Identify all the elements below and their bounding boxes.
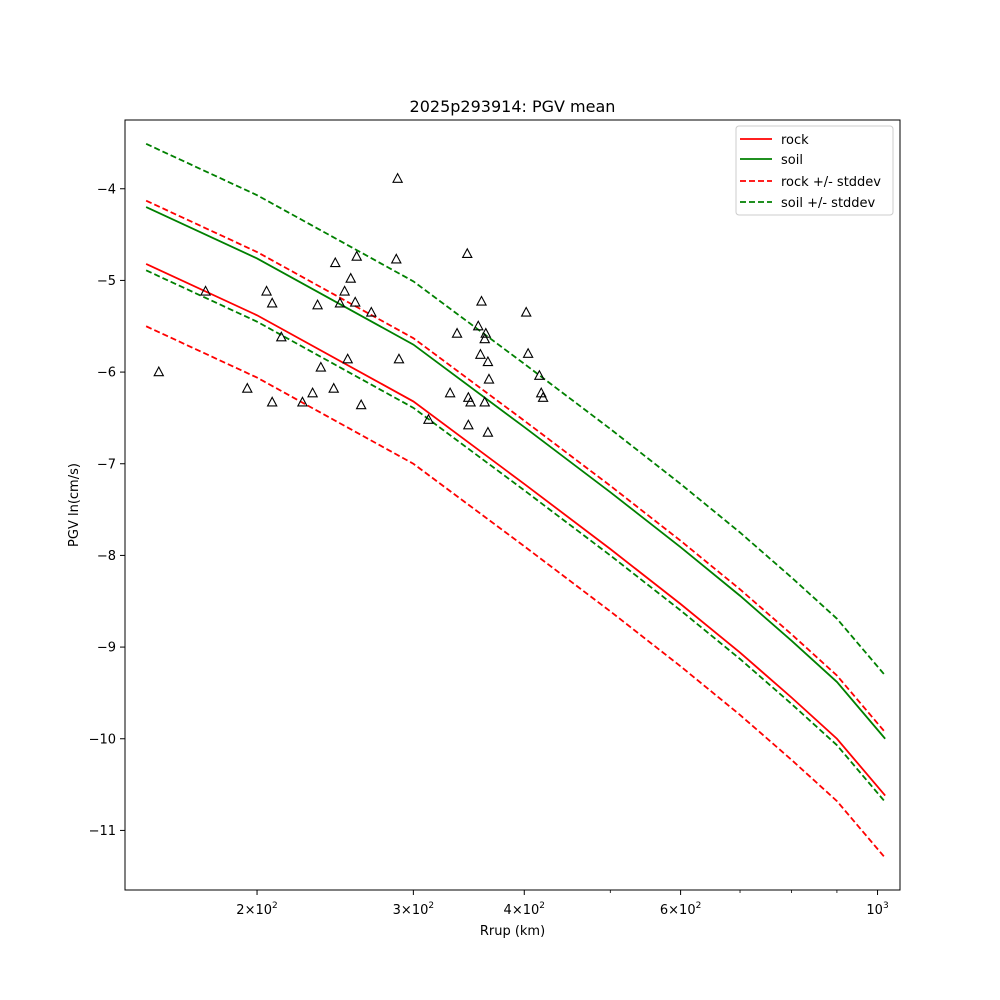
observation-point — [345, 272, 357, 283]
observation-point — [200, 285, 212, 296]
chart-title: 2025p293914: PGV mean — [410, 97, 616, 116]
observation-point — [266, 396, 278, 407]
y-tick-label: −8 — [97, 549, 116, 564]
observation-point — [479, 332, 491, 344]
observation-markers — [153, 172, 549, 437]
legend-label-rock: rock — [781, 133, 809, 148]
series-line-soil-stddev-5 — [145, 269, 886, 803]
observation-point — [296, 396, 308, 407]
x-tick-label: 6×102 — [660, 901, 701, 918]
observation-point — [390, 253, 402, 264]
x-tick-label: 3×102 — [393, 901, 434, 918]
legend-label-soil: soil — [781, 153, 803, 168]
observation-point — [307, 387, 319, 398]
observation-point — [451, 327, 463, 338]
observation-point — [474, 348, 486, 359]
observation-point — [482, 426, 494, 437]
observation-point — [312, 299, 324, 310]
x-axis-ticks: 2×102 3×102 4×102 6×102 103 — [236, 890, 889, 918]
observation-point — [355, 398, 367, 410]
y-tick-label: −11 — [89, 824, 116, 839]
observation-point — [392, 172, 404, 183]
observation-point — [480, 327, 492, 338]
x-tick-label: 103 — [866, 901, 888, 918]
observation-point — [537, 391, 549, 402]
observation-point — [533, 369, 545, 380]
y-axis-ticks: −4 −5 −6 −7 −8 −9 −10 −11 — [89, 182, 125, 839]
y-tick-label: −4 — [97, 182, 116, 197]
series-line-soil-1 — [145, 206, 886, 740]
observation-point — [462, 419, 474, 430]
observation-point — [315, 361, 327, 372]
observation-point — [422, 413, 434, 424]
observation-point — [520, 306, 532, 317]
observation-point — [339, 285, 351, 296]
series-line-rock-0 — [145, 263, 886, 797]
observation-point — [472, 320, 484, 331]
legend-box — [735, 125, 894, 216]
legend-label-soil-stddev: soil +/- stddev — [781, 196, 876, 211]
observation-point — [365, 306, 377, 317]
observation-point — [342, 353, 354, 364]
y-axis-label: PGV ln(cm/s) — [67, 463, 82, 547]
y-tick-label: −6 — [97, 366, 116, 381]
y-tick-label: −9 — [97, 641, 116, 656]
x-tick-label: 2×102 — [236, 901, 277, 918]
observation-point — [334, 297, 346, 308]
observation-point — [349, 296, 361, 307]
observation-point — [266, 297, 278, 308]
y-tick-label: −5 — [97, 274, 116, 289]
observation-point — [351, 250, 363, 261]
observation-point — [483, 373, 495, 384]
observation-point — [482, 355, 494, 367]
legend-label-rock-stddev: rock +/- stddev — [781, 175, 881, 190]
observation-point — [328, 382, 340, 393]
observation-point — [475, 295, 488, 306]
observation-point — [461, 247, 473, 258]
observation-point — [393, 353, 405, 364]
observation-point — [275, 331, 287, 342]
observation-point — [479, 396, 491, 407]
observation-point — [444, 387, 456, 398]
y-tick-label: −10 — [89, 732, 116, 747]
observation-point — [522, 347, 534, 358]
observation-point — [329, 256, 341, 268]
observation-point — [153, 365, 165, 377]
series-line-soil-stddev-4 — [145, 143, 886, 677]
observation-point — [465, 396, 477, 407]
observation-point — [241, 382, 253, 393]
x-axis-label: Rrup (km) — [480, 924, 545, 939]
model-curves — [145, 143, 886, 859]
x-tick-label: 4×102 — [504, 901, 545, 918]
plot-frame — [124, 119, 901, 891]
observation-point — [261, 285, 273, 296]
series-line-rock-stddev-3 — [145, 325, 886, 859]
y-tick-label: −7 — [97, 457, 116, 472]
legend: rock soil rock +/- stddev soil +/- stdde… — [735, 125, 894, 216]
series-line-rock-stddev-2 — [145, 199, 886, 733]
